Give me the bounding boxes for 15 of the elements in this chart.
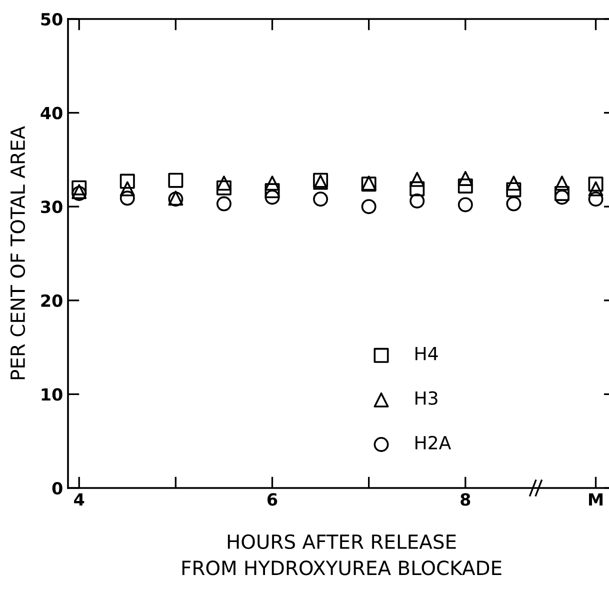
y-tick-label: 20 [41, 294, 62, 307]
x-tick-label: M [589, 493, 603, 506]
legend-label: H2A [416, 436, 452, 450]
legend-label: H4 [416, 346, 438, 360]
y-tick-label: 50 [41, 12, 62, 26]
y-tick-label: 30 [41, 200, 62, 214]
x-tick-label: 4 [74, 493, 84, 506]
x-tick-label: 6 [267, 493, 278, 506]
legend-label: H3 [416, 391, 438, 405]
y-axis-title: PER CENT OF TOTAL AREA [10, 126, 26, 380]
y-tick-label: 40 [40, 106, 62, 120]
x-tick-label: 8 [460, 493, 470, 506]
x-axis-title: HOURS AFTER RELEASE FROM HYDROXYUREA BLOCKADE [182, 534, 502, 576]
y-tick-label: 0 [52, 482, 62, 495]
y-tick-label: 10 [42, 388, 62, 401]
